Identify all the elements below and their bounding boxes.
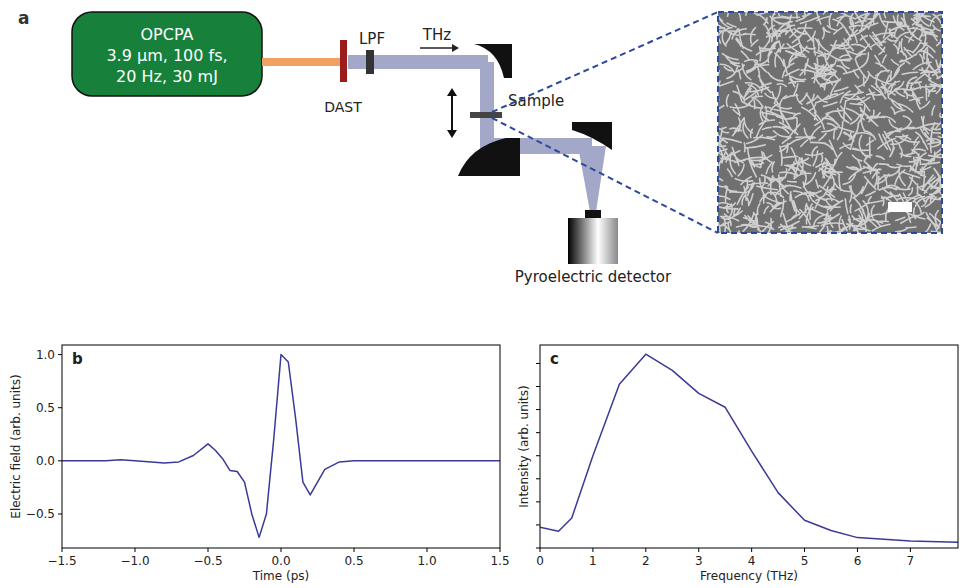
y-axis-title: Intensity (arb. units)	[517, 385, 531, 507]
sem-image	[718, 12, 942, 233]
x-tick-label: 3	[695, 554, 703, 568]
x-tick	[910, 548, 911, 552]
chart: −1.5 −1.0 −0.5 0.0 0.5 1.0 1.5 −0.5 0.0 0.5 1.0 Tim…	[9, 345, 510, 583]
x-tick-label: 7	[907, 554, 915, 568]
thz-beam	[480, 62, 494, 150]
plot-area	[540, 354, 958, 542]
x-tick	[698, 548, 699, 552]
source-box	[72, 12, 262, 96]
panel-letter: c	[550, 350, 559, 368]
arrow-head	[447, 130, 457, 138]
y-axis-title: Electric field (arb. units)	[9, 374, 23, 518]
plot-frame	[62, 345, 500, 548]
x-axis-title: Frequency (THz)	[700, 569, 798, 583]
y-tick	[536, 409, 540, 410]
sample-label: Sample	[508, 92, 564, 110]
inset-frame	[718, 12, 942, 233]
y-tick-label: 0.0	[36, 454, 55, 468]
x-tick-label: 6	[854, 554, 862, 568]
y-tick	[536, 455, 540, 456]
x-tick	[804, 548, 805, 552]
x-tick	[500, 548, 501, 552]
detector	[568, 218, 618, 264]
y-tick-label: 1.0	[36, 348, 55, 362]
x-tick	[857, 548, 858, 552]
y-tick-label: −0.5	[26, 507, 55, 521]
panel-letter: b	[72, 350, 83, 368]
y-tick	[58, 513, 62, 514]
translation-arrow	[451, 94, 453, 132]
crystal-label: DAST	[324, 99, 362, 115]
filter-label: LPF	[359, 30, 385, 48]
y-tick	[536, 363, 540, 364]
arrow-head	[447, 88, 457, 96]
arrow	[420, 47, 452, 49]
scale-bar	[888, 202, 912, 212]
y-tick	[536, 386, 540, 387]
x-tick-label: −1.5	[47, 554, 76, 568]
beam-label: THz	[422, 26, 451, 44]
thz-beam	[578, 146, 606, 212]
mirror	[474, 44, 512, 78]
x-tick	[751, 548, 752, 552]
filter	[366, 50, 374, 74]
x-tick-label: 0.0	[271, 554, 290, 568]
x-tick	[208, 548, 209, 552]
plot-area	[62, 355, 500, 538]
detector-window	[585, 210, 601, 218]
y-tick	[536, 524, 540, 525]
x-tick-label: 0	[536, 554, 544, 568]
y-tick	[536, 501, 540, 502]
zoom-line	[492, 12, 718, 112]
source-text: OPCPA	[141, 25, 194, 44]
x-tick-label: −0.5	[193, 554, 222, 568]
x-tick-label: 4	[748, 554, 756, 568]
x-tick	[540, 548, 541, 552]
mirror	[572, 122, 612, 150]
x-tick-label: 1.0	[417, 554, 436, 568]
data-line	[62, 355, 500, 538]
y-tick	[58, 354, 62, 355]
y-tick	[536, 432, 540, 433]
crystal	[340, 40, 347, 82]
mirror	[458, 138, 520, 176]
x-tick-label: 5	[801, 554, 809, 568]
y-tick-label: 0.5	[36, 401, 55, 415]
chart: 0 1 2 3 4 5 6 7 Frequency (THz) Intensity (arb. u…	[517, 345, 958, 583]
zoom-line	[492, 118, 718, 233]
x-tick	[592, 548, 593, 552]
x-tick-label: −1.0	[120, 554, 149, 568]
sample	[470, 112, 502, 118]
panel-letter: a	[18, 8, 29, 28]
x-tick	[62, 548, 63, 552]
pump-beam	[262, 58, 342, 66]
figure: a OPCPA 3.9 µm, 100 fs, 20 Hz, 30 mJ DAST LPF…	[0, 0, 966, 588]
plot-frame	[540, 345, 958, 548]
source-text: 20 Hz, 30 mJ	[116, 67, 218, 86]
sem-texture	[718, 12, 942, 233]
diagram: a OPCPA 3.9 µm, 100 fs, 20 Hz, 30 mJ DAST LPF…	[18, 0, 962, 286]
y-tick	[536, 478, 540, 479]
x-axis-title: Time (ps)	[252, 569, 309, 583]
y-tick	[536, 548, 540, 549]
data-line	[540, 354, 958, 542]
x-tick	[281, 548, 282, 552]
x-tick-label: 1	[589, 554, 597, 568]
x-tick-label: 0.5	[344, 554, 363, 568]
x-tick	[135, 548, 136, 552]
arrow-head	[452, 44, 459, 52]
x-tick-label: 1.5	[490, 554, 509, 568]
y-tick	[58, 407, 62, 408]
x-tick	[645, 548, 646, 552]
source-text: 3.9 µm, 100 fs,	[106, 46, 227, 65]
x-tick	[354, 548, 355, 552]
x-tick	[427, 548, 428, 552]
y-tick	[58, 460, 62, 461]
x-tick-label: 2	[642, 554, 650, 568]
detector-label: Pyroelectric detector	[515, 268, 672, 286]
